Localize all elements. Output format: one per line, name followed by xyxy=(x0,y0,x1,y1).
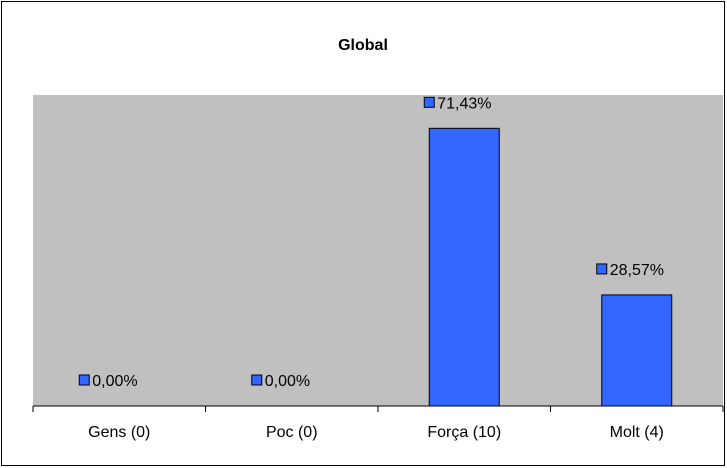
data-label-group: 0,00% xyxy=(251,373,310,390)
data-label: 71,43% xyxy=(437,95,491,112)
x-tick-label: Molt (4) xyxy=(610,424,664,441)
bars-layer xyxy=(428,127,673,407)
legend-key-marker xyxy=(78,374,90,386)
chart-title: Global xyxy=(338,37,388,54)
labels-layer: Gens (0) 0,00% Poc (0) 0,00% Força (10) 71,43… xyxy=(78,95,664,441)
data-label-group: 71,43% xyxy=(423,95,492,112)
bar[interactable] xyxy=(601,294,673,407)
x-tick-label: Poc (0) xyxy=(266,424,318,441)
x-tick-label: Gens (0) xyxy=(88,424,150,441)
data-label: 0,00% xyxy=(265,373,310,390)
legend-key-marker xyxy=(596,263,608,275)
x-tick-label: Força (10) xyxy=(427,424,501,441)
legend-key-marker xyxy=(423,96,435,108)
data-label: 0,00% xyxy=(92,373,137,390)
x-axis xyxy=(32,405,724,412)
legend-key-marker xyxy=(251,374,263,386)
data-label-group: 28,57% xyxy=(596,262,664,279)
data-label: 28,57% xyxy=(610,262,664,279)
data-label-group: 0,00% xyxy=(78,373,138,390)
bar[interactable] xyxy=(428,127,500,407)
